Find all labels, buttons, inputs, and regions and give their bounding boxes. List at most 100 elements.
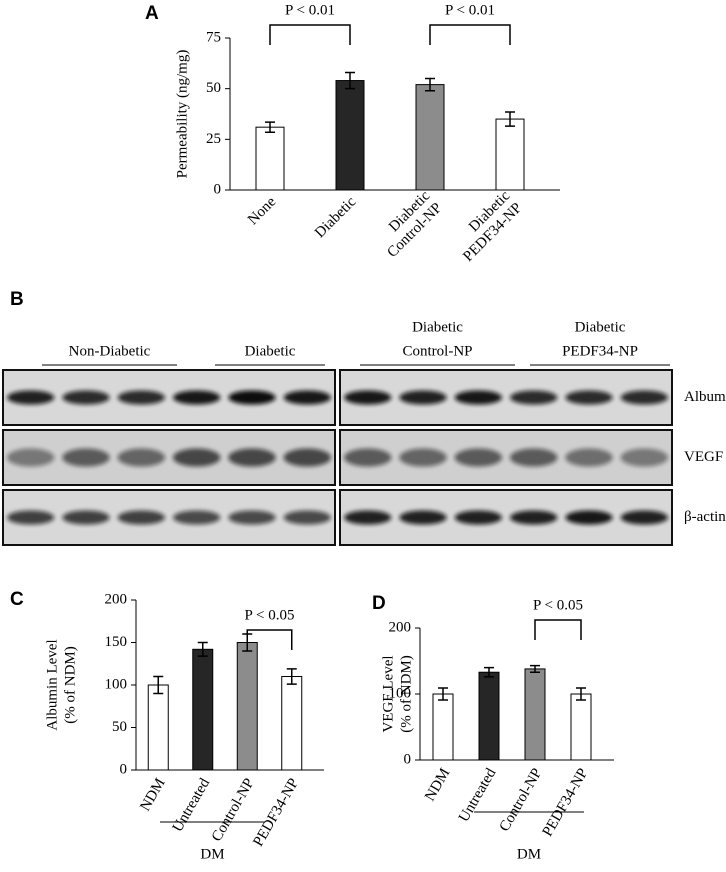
bar: [255, 126, 285, 191]
y-tick-label: 50: [206, 80, 221, 96]
error-bar: [438, 687, 448, 701]
error-bar: [530, 664, 540, 673]
blot-band: [509, 448, 558, 467]
y-tick-label: 150: [105, 634, 128, 650]
blot-background: [339, 429, 673, 486]
x-tick-label: Untreated: [170, 775, 214, 835]
bar: [495, 118, 525, 191]
blot-band: [509, 510, 558, 525]
x-tick-label: Control-NP: [209, 776, 258, 845]
y-tick-label: 50: [112, 719, 127, 735]
x-tick-label: Control-NP: [497, 766, 546, 835]
panel-label: A: [145, 3, 159, 24]
significance-label: P < 0.01: [285, 2, 335, 18]
x-tick-label-group: PEDF34-NP: [250, 776, 302, 850]
blot-band: [228, 510, 276, 525]
blot-band: [62, 510, 110, 525]
bar: [570, 693, 592, 761]
bar: [432, 693, 454, 761]
row-label: β-actin: [684, 509, 726, 525]
blot-band: [565, 390, 613, 405]
x-tick-label: PEDF34-NP: [250, 776, 302, 850]
bar: [415, 84, 445, 191]
panel-label: B: [10, 289, 24, 310]
blot-band: [343, 448, 392, 467]
y-tick-label: 200: [105, 591, 128, 607]
blot-band: [6, 390, 55, 405]
y-axis-label: (% of NDM): [62, 646, 78, 723]
blot-band: [6, 448, 55, 467]
error-bar: [197, 641, 208, 657]
row-label: Albumin: [684, 389, 726, 405]
y-tick-label: 200: [389, 619, 412, 635]
blot-background: [2, 429, 336, 486]
x-tick-label-group: NDM: [137, 776, 168, 814]
blot-band: [620, 510, 669, 525]
x-tick-label-group: NDM: [422, 766, 453, 804]
group-label: DM: [200, 846, 224, 862]
significance-bracket: [429, 24, 511, 45]
blot-band: [228, 448, 276, 467]
blot-band: [620, 448, 669, 467]
blot-band: [117, 448, 166, 467]
error-bar: [265, 121, 275, 133]
group-label: PEDF34-NP: [562, 343, 638, 359]
y-axis-label: Permeability (ng/mg): [174, 50, 190, 179]
y-axis-label: Albumin Level: [44, 639, 60, 730]
blot-background: [339, 489, 673, 546]
row-label: VEGF: [684, 449, 723, 465]
blot-band: [228, 390, 276, 405]
blot-band: [117, 390, 166, 405]
blot-band: [399, 390, 447, 405]
significance-label: P < 0.05: [533, 597, 583, 613]
group-label: DM: [517, 846, 541, 862]
blot-band: [509, 390, 558, 405]
x-tick-label: NDM: [422, 766, 453, 804]
significance-label: P < 0.05: [245, 607, 295, 623]
bar: [236, 642, 258, 771]
x-tick-label: PEDF34-NP: [540, 766, 592, 840]
y-tick-label: 0: [120, 761, 128, 777]
y-tick-label: 100: [105, 676, 128, 692]
error-bar: [484, 666, 494, 678]
x-tick-label-group: Untreated: [456, 765, 500, 825]
error-bar: [505, 111, 515, 127]
blot-background: [2, 369, 336, 426]
significance-bracket: [246, 629, 293, 650]
x-tick-label-group: PEDF34-NP: [540, 766, 592, 840]
x-tick-label-group: Diabetic: [312, 194, 359, 241]
y-axis-label: VEGF Level: [380, 655, 396, 732]
blot-band: [620, 390, 669, 405]
bar: [478, 671, 500, 761]
error-bar: [425, 77, 435, 92]
y-tick-label: 75: [206, 29, 221, 45]
bar: [192, 648, 214, 771]
significance-bracket: [269, 24, 351, 45]
significance-bracket: [534, 619, 582, 640]
blot-band: [62, 448, 110, 467]
blot-band: [399, 510, 447, 525]
group-label: Diabetic: [412, 319, 463, 335]
bar: [281, 676, 303, 771]
blot-band: [565, 510, 613, 525]
y-axis-label: (% of NDM): [398, 655, 414, 732]
blot-band: [62, 390, 110, 405]
blot-band: [283, 390, 332, 405]
blot-band: [565, 448, 613, 467]
group-label: Non-Diabetic: [69, 343, 151, 359]
bar: [524, 668, 546, 761]
significance-label: P < 0.01: [445, 2, 495, 18]
x-tick-label: NDM: [137, 776, 168, 814]
x-tick-label: Untreated: [456, 765, 500, 825]
group-label: Control-NP: [402, 343, 472, 359]
y-tick-label: 0: [404, 751, 412, 767]
blot-band: [172, 448, 221, 467]
blot-band: [6, 510, 55, 525]
x-tick-label-group: Control-NP: [209, 776, 258, 845]
bar: [147, 684, 169, 771]
y-tick-label: 100: [389, 685, 412, 701]
blot-band: [172, 510, 221, 525]
blot-band: [399, 448, 447, 467]
